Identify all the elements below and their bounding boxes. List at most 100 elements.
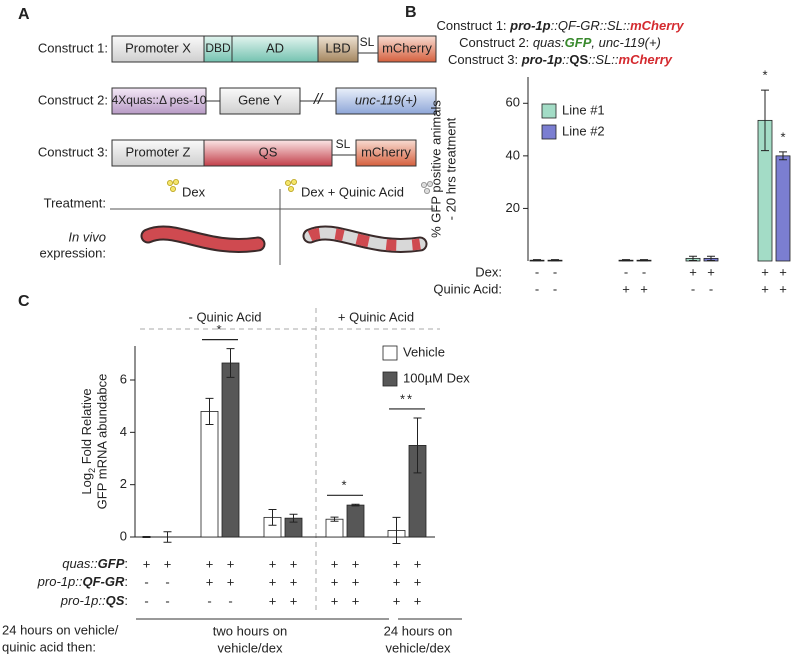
condition-sign: + xyxy=(164,556,172,571)
condition-sign: + xyxy=(414,556,422,571)
bar xyxy=(200,411,219,538)
treatment: Treatment: Dex Dex + Quinic Acid In vivo… xyxy=(40,178,435,265)
construct-2: Construct 2: 4Xquas::Δ pes-10 Gene Y // … xyxy=(38,87,437,115)
y-axis-label: % GFP positive animals xyxy=(428,100,443,238)
condition-sign: + xyxy=(640,281,648,296)
condition-sign: + xyxy=(779,281,787,296)
group-header: + Quinic Acid xyxy=(338,309,414,324)
error-bar xyxy=(551,259,559,262)
condition-sign: + xyxy=(331,593,339,608)
condition-sign: + xyxy=(206,574,214,589)
condition-sign: + xyxy=(393,556,401,571)
y-tick-label: 60 xyxy=(506,95,520,110)
y-axis-label: - 20 hrs treatment xyxy=(443,117,458,220)
condition-sign: + xyxy=(761,264,769,279)
condition-sign: + xyxy=(290,574,298,589)
part-label: SL xyxy=(336,137,351,151)
part-label: AD xyxy=(266,40,284,55)
condition-sign: - xyxy=(207,593,211,608)
error-bar xyxy=(330,516,339,522)
construct-label: Construct 1: xyxy=(38,40,108,55)
condition-sign: + xyxy=(331,556,339,571)
legend-label: Line #2 xyxy=(562,123,605,138)
worm xyxy=(142,227,264,251)
bar xyxy=(775,155,791,262)
condition-sign: + xyxy=(290,593,298,608)
text-run: GFP xyxy=(98,556,125,571)
condition-sign: + xyxy=(290,556,298,571)
condition-label: quas::GFP: xyxy=(62,556,128,571)
y-tick-label: 4 xyxy=(120,424,127,439)
legend-swatch xyxy=(382,345,398,361)
condition-sign: + xyxy=(414,593,422,608)
lbd-box xyxy=(317,35,359,63)
condition-sign: - xyxy=(624,264,628,279)
legend-swatch xyxy=(541,124,557,140)
y-axis-label: GFP mRNA abundabce xyxy=(94,374,109,510)
construct-label: Construct 2: xyxy=(38,92,108,107)
y-tick-label: 40 xyxy=(506,147,520,162)
footer-span: vehicle/dex xyxy=(385,640,451,655)
significance: * xyxy=(762,68,767,83)
mcherry-box xyxy=(355,139,417,167)
text-run: : xyxy=(124,593,128,608)
text-run: pro-1p xyxy=(521,52,563,67)
footer-span: two hours on xyxy=(213,623,287,638)
construct-label: Construct 3: xyxy=(38,144,108,159)
text-run: Log xyxy=(79,473,94,495)
quinic-icon xyxy=(420,180,433,194)
text-run: QS xyxy=(106,593,125,608)
treatment-name: Dex + Quinic Acid xyxy=(301,184,404,199)
text-run: pro-1p:: xyxy=(37,574,83,589)
part-label: mCherry xyxy=(382,40,432,55)
text-run: mCherry xyxy=(619,52,673,67)
part-label: DBD xyxy=(205,41,231,55)
legend-label: Line #1 xyxy=(562,102,605,117)
condition-sign: + xyxy=(689,264,697,279)
text-run: GFP xyxy=(565,35,592,50)
condition-label: pro-1p::QS: xyxy=(60,593,128,608)
error-bar xyxy=(707,255,715,261)
worm-patch xyxy=(307,227,421,251)
significance: * xyxy=(780,129,785,144)
expression-label: In vivo xyxy=(68,229,106,244)
part-label: Promoter X xyxy=(125,40,191,55)
dbd-box xyxy=(203,35,233,63)
significance: * xyxy=(216,322,223,337)
text-run: : xyxy=(124,574,128,589)
condition-sign: + xyxy=(143,556,151,571)
error-bar xyxy=(163,531,172,543)
condition-sign: + xyxy=(761,281,769,296)
condition-sign: + xyxy=(269,574,277,589)
condition-sign: - xyxy=(165,593,169,608)
error-bar xyxy=(533,259,541,262)
condition-sign: + xyxy=(227,574,235,589)
error-bar xyxy=(392,516,401,545)
error-bar xyxy=(413,417,422,474)
condition-sign: + xyxy=(352,593,360,608)
bar xyxy=(221,362,240,538)
part-label: unc-119(+) xyxy=(355,92,417,107)
text-run: ::QF-GR::SL:: xyxy=(551,18,631,33)
condition-sign: - xyxy=(144,593,148,608)
condition-sign: - xyxy=(691,281,695,296)
error-bar xyxy=(640,259,648,262)
y-tick-label: 6 xyxy=(120,371,127,386)
condition-sign: + xyxy=(352,574,360,589)
text-run: Fold Relative xyxy=(79,388,94,467)
part-label: LBD xyxy=(325,40,350,55)
mcherry-box xyxy=(377,35,437,63)
text-run: Construct 1: xyxy=(436,18,510,33)
promoter-box xyxy=(111,139,205,167)
condition-sign: - xyxy=(228,593,232,608)
part-label: mCherry xyxy=(361,144,411,159)
condition-label: Quinic Acid: xyxy=(433,281,502,296)
part-label: 4Xquas::Δ pes-10 xyxy=(112,93,207,107)
part-label: Promoter Z xyxy=(125,144,190,159)
condition-sign: - xyxy=(165,574,169,589)
condition-label: pro-1p::QF-GR: xyxy=(37,574,128,589)
y-axis-label: Log2 Fold Relative xyxy=(79,388,97,494)
bar xyxy=(325,518,344,538)
significance: ** xyxy=(400,391,414,406)
